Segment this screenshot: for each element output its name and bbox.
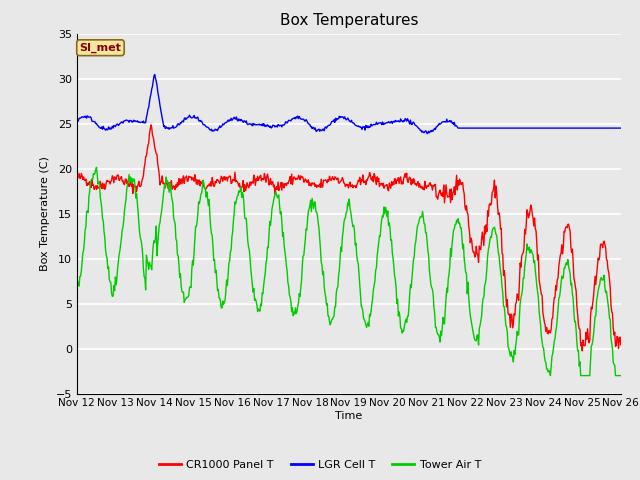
LGR Cell T <box>83 115 90 121</box>
Text: SI_met: SI_met <box>79 43 122 53</box>
CR1000 Panel T <box>617 342 625 348</box>
LGR Cell T <box>416 126 424 132</box>
LGR Cell T <box>139 120 147 125</box>
CR1000 Panel T <box>223 178 231 184</box>
Tower Air T <box>93 165 100 170</box>
Line: CR1000 Panel T: CR1000 Panel T <box>77 125 621 351</box>
Tower Air T <box>73 280 81 286</box>
CR1000 Panel T <box>147 122 155 128</box>
Tower Air T <box>431 324 439 330</box>
LGR Cell T <box>433 124 440 130</box>
CR1000 Panel T <box>139 176 147 181</box>
Tower Air T <box>416 216 424 221</box>
CR1000 Panel T <box>431 181 439 187</box>
Line: LGR Cell T: LGR Cell T <box>77 74 621 133</box>
X-axis label: Time: Time <box>335 411 362 421</box>
Tower Air T <box>547 372 554 378</box>
CR1000 Panel T <box>579 348 586 354</box>
CR1000 Panel T <box>83 182 90 188</box>
Tower Air T <box>195 199 202 204</box>
Tower Air T <box>617 372 625 378</box>
LGR Cell T <box>423 131 431 136</box>
Line: Tower Air T: Tower Air T <box>77 168 621 375</box>
Tower Air T <box>83 208 90 214</box>
CR1000 Panel T <box>73 174 81 180</box>
LGR Cell T <box>73 118 81 123</box>
Title: Box Temperatures: Box Temperatures <box>280 13 418 28</box>
CR1000 Panel T <box>416 181 424 187</box>
LGR Cell T <box>195 118 202 123</box>
Y-axis label: Box Temperature (C): Box Temperature (C) <box>40 156 50 271</box>
Legend: CR1000 Panel T, LGR Cell T, Tower Air T: CR1000 Panel T, LGR Cell T, Tower Air T <box>154 456 486 474</box>
CR1000 Panel T <box>195 178 202 183</box>
LGR Cell T <box>151 72 159 77</box>
Tower Air T <box>223 283 231 288</box>
Tower Air T <box>140 265 147 271</box>
LGR Cell T <box>617 125 625 131</box>
LGR Cell T <box>223 119 231 124</box>
